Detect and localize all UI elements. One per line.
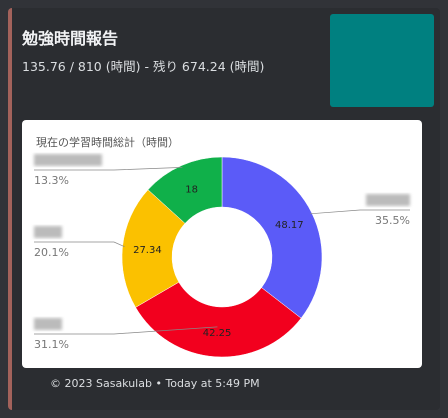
slice-value-label: 27.34: [133, 245, 162, 256]
chart-background: [22, 120, 422, 368]
blurred-name: [34, 226, 62, 238]
slice: [135, 281, 302, 358]
leader-line: [34, 326, 218, 335]
slice: [147, 156, 223, 224]
chart: 現在の学習時間総計（時間） 48.17 35.5% 42.25 31.1% 27.34 2…: [22, 120, 422, 368]
blurred-name: [34, 318, 62, 330]
slice-value-label: 18: [185, 184, 198, 195]
slice-value-label: 42.25: [203, 328, 232, 339]
percent-label: 13.3%: [34, 174, 69, 187]
blurred-name: [34, 154, 102, 166]
slice: [121, 189, 186, 308]
thumbnail: [330, 14, 434, 107]
percent-label: 35.5%: [375, 214, 410, 227]
percent-label: 20.1%: [34, 246, 69, 259]
embed-title: 勉強時間報告: [22, 29, 119, 48]
embed: 勉強時間報告 135.76 / 810 (時間) - 残り 674.24 (時間…: [8, 8, 440, 410]
leader-line: [34, 167, 183, 171]
leader-line: [309, 209, 410, 215]
embed-description: 135.76 / 810 (時間) - 残り 674.24 (時間): [22, 59, 265, 74]
chart-title: 現在の学習時間総計（時間）: [36, 135, 179, 149]
leader-line: [34, 241, 125, 248]
slice: [221, 156, 323, 319]
percent-label: 31.1%: [34, 338, 69, 351]
slice-value-label: 48.17: [275, 220, 304, 231]
blurred-name: [366, 194, 410, 206]
embed-footer: © 2023 Sasakulab • Today at 5:49 PM: [50, 377, 260, 390]
